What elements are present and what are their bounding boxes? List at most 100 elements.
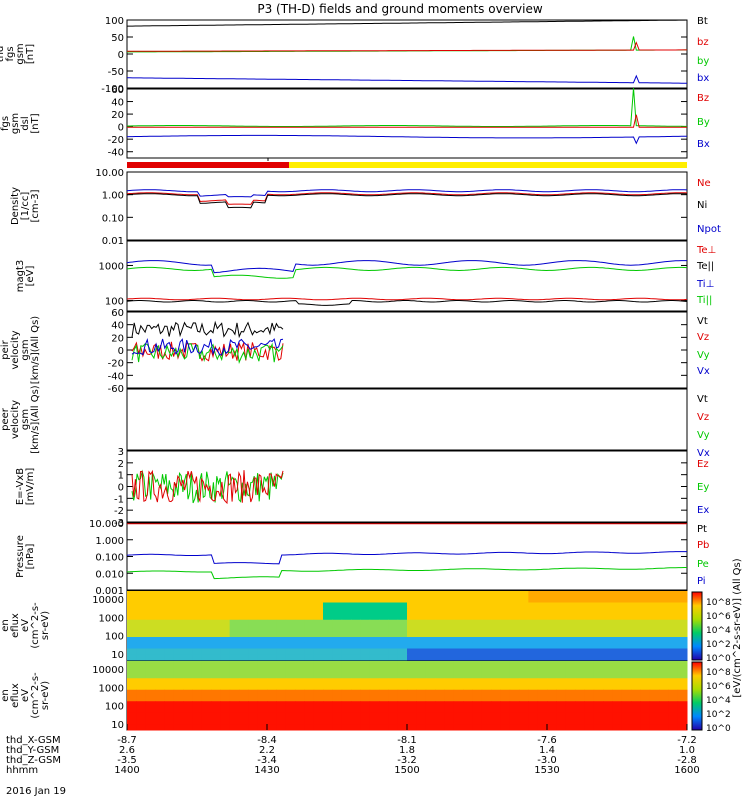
y-label-line: peir bbox=[0, 615, 1, 635]
spectrogram-cell bbox=[407, 689, 417, 696]
spectrogram-cell bbox=[164, 596, 175, 603]
spectrogram-cell bbox=[313, 608, 324, 615]
spectrogram-cell bbox=[519, 718, 529, 725]
spectrogram-cell bbox=[220, 666, 231, 673]
spectrogram-cell bbox=[631, 654, 641, 661]
spectrogram-cell bbox=[547, 654, 557, 661]
legend-Vy: Vy bbox=[697, 430, 710, 441]
spectrogram-cell bbox=[304, 695, 315, 702]
y-label-line: eV bbox=[20, 689, 31, 702]
spectrogram-cell bbox=[155, 637, 165, 644]
spectrogram-cell bbox=[537, 631, 548, 638]
x-tick-label: -8.4 bbox=[257, 735, 277, 746]
spectrogram-cell bbox=[304, 678, 315, 685]
y-label-line: [mV/m] bbox=[25, 468, 36, 506]
legend-Pe: Pe bbox=[697, 559, 709, 570]
spectrogram-cell bbox=[584, 684, 595, 691]
spectrogram-cell bbox=[276, 591, 287, 598]
spectrogram-cell bbox=[556, 631, 567, 638]
y-label-line: gsm bbox=[15, 43, 26, 64]
spectrogram-cell bbox=[453, 666, 464, 673]
spectrogram-cell bbox=[593, 642, 604, 649]
spectrogram-cell bbox=[155, 718, 165, 725]
spectrogram-cell bbox=[603, 724, 613, 731]
spectrogram-cell bbox=[575, 707, 585, 714]
spectrogram-cell bbox=[388, 631, 399, 638]
spectrogram-cell bbox=[481, 591, 492, 598]
spectrogram-cell bbox=[257, 602, 268, 609]
spectrogram-cell bbox=[659, 672, 669, 679]
spectrogram-cell bbox=[453, 654, 464, 661]
spectrogram-cell bbox=[444, 602, 455, 609]
spectrogram-cell bbox=[239, 724, 249, 731]
spectrogram-cell bbox=[360, 648, 371, 655]
y-tick-label: 100 bbox=[105, 632, 124, 643]
spectrogram-cell bbox=[677, 712, 688, 719]
spectrogram-cell bbox=[229, 666, 240, 673]
spectrogram-cell bbox=[220, 614, 231, 621]
spectrogram-cell bbox=[659, 678, 669, 685]
spectrogram-cell bbox=[304, 684, 315, 691]
spectrogram-cell bbox=[425, 642, 436, 649]
spectrogram-cell bbox=[416, 661, 427, 668]
spectrogram-cell bbox=[285, 712, 296, 719]
spectrogram-cell bbox=[155, 642, 165, 649]
spectrogram-cell bbox=[285, 591, 296, 598]
spectrogram-cell bbox=[211, 678, 221, 685]
spectrogram-cell bbox=[201, 724, 212, 731]
spectrogram-cell bbox=[472, 707, 483, 714]
spectrogram-cell bbox=[183, 596, 193, 603]
spectrogram-cell bbox=[211, 648, 221, 655]
spectrogram-cell bbox=[173, 602, 184, 609]
spectrogram-cell bbox=[257, 631, 268, 638]
spectrogram-cell bbox=[425, 596, 436, 603]
legend-Ey: Ey bbox=[697, 482, 709, 493]
spectrogram-cell bbox=[649, 614, 660, 621]
spectrogram-cell bbox=[603, 672, 613, 679]
spectrogram-cell bbox=[603, 707, 613, 714]
spectrogram-cell bbox=[453, 637, 464, 644]
spectrogram-cell bbox=[304, 596, 315, 603]
spectrogram-cell bbox=[257, 689, 268, 696]
spectrogram-cell bbox=[248, 701, 259, 708]
spectrogram-cell bbox=[668, 666, 679, 673]
spectrogram-cell bbox=[211, 695, 221, 702]
spectrogram-cell bbox=[407, 614, 417, 621]
spectrogram-cell bbox=[183, 672, 193, 679]
spectrogram-cell bbox=[360, 689, 371, 696]
spectrogram-cell bbox=[584, 654, 595, 661]
spectrogram-cell bbox=[659, 625, 669, 632]
spectrogram-cell bbox=[575, 631, 585, 638]
spectrogram-cell bbox=[593, 666, 604, 673]
spectrogram-cell bbox=[491, 672, 501, 679]
legend-Te⊥: Te⊥ bbox=[696, 245, 716, 256]
y-tick-label: -50 bbox=[108, 67, 124, 78]
y-tick-label: 3 bbox=[118, 447, 124, 458]
spectrogram-cell bbox=[369, 701, 380, 708]
spectrogram-cell bbox=[192, 642, 203, 649]
y-label-line: gsm bbox=[20, 409, 31, 430]
spectrogram-cell bbox=[145, 689, 156, 696]
panel-pressure: Pressure[nPa]10.0001.0000.1000.0100.001P… bbox=[15, 519, 709, 597]
y-label-line: [nPa] bbox=[25, 543, 36, 569]
spectrogram-cell bbox=[267, 642, 277, 649]
spectrogram-cell bbox=[444, 672, 455, 679]
spectrogram-cell bbox=[248, 631, 259, 638]
spectrogram-cell bbox=[640, 672, 651, 679]
spectrogram-cell bbox=[397, 707, 408, 714]
spectrogram-cell bbox=[248, 684, 259, 691]
spectrogram-cell bbox=[631, 701, 641, 708]
spectrogram-cell bbox=[201, 596, 212, 603]
colorbar-bottom bbox=[691, 661, 703, 731]
spectrogram-cell bbox=[547, 614, 557, 621]
spectrogram-cell bbox=[575, 661, 585, 668]
spectrogram-cell bbox=[192, 631, 203, 638]
spectrogram-cell bbox=[304, 707, 315, 714]
spectrogram-cell bbox=[304, 724, 315, 731]
y-axis-label: Density[1/cc][cm-3] bbox=[10, 187, 41, 225]
spectrogram-cell bbox=[509, 614, 520, 621]
spectrogram-cell bbox=[556, 591, 567, 598]
y-label-line: peer bbox=[0, 683, 1, 707]
spectrogram-cell bbox=[472, 661, 483, 668]
